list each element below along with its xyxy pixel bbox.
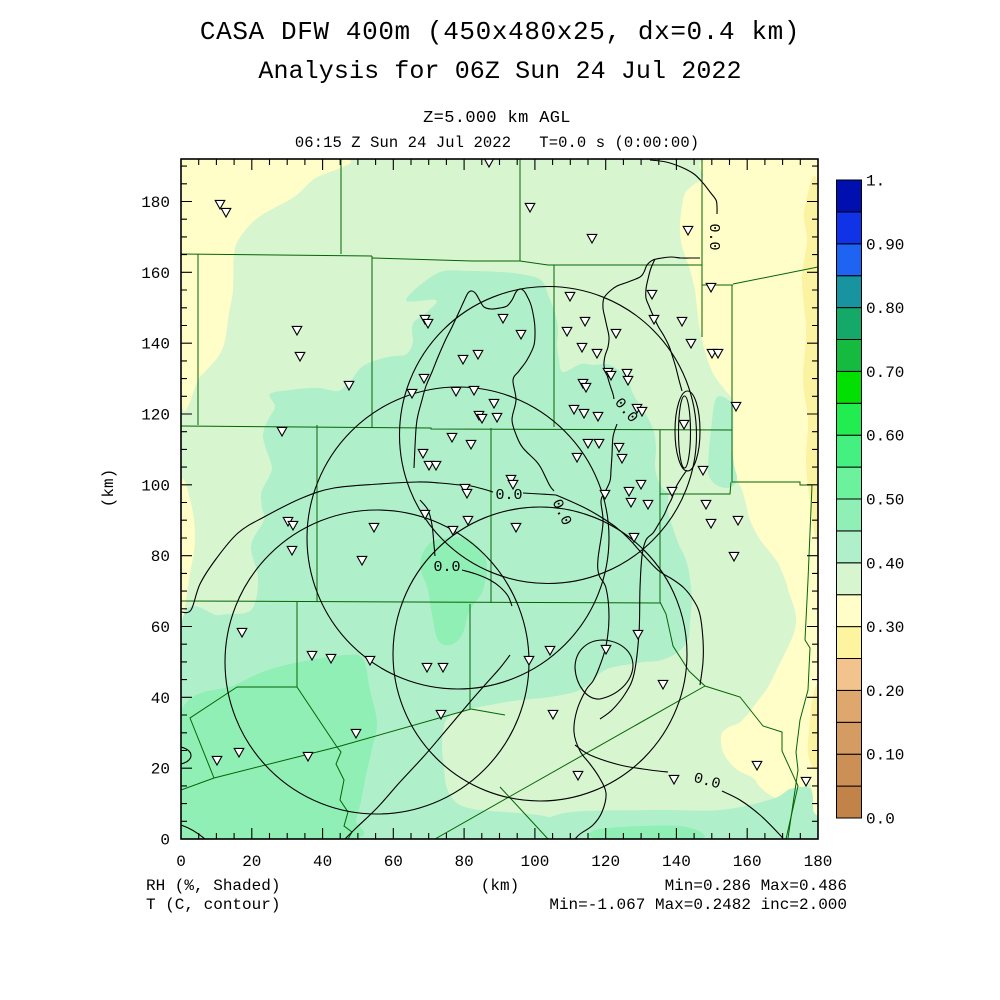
svg-text:140: 140 xyxy=(141,336,170,354)
svg-text:0.60: 0.60 xyxy=(866,428,904,446)
svg-text:60: 60 xyxy=(151,619,170,637)
svg-text:0.20: 0.20 xyxy=(866,683,904,701)
svg-text:CASA DFW 400m (450x480x25, dx=: CASA DFW 400m (450x480x25, dx=0.4 km) xyxy=(200,17,800,47)
svg-text:160: 160 xyxy=(141,265,170,283)
svg-text:80: 80 xyxy=(454,853,473,871)
svg-text:0.0: 0.0 xyxy=(692,770,722,793)
svg-text:120: 120 xyxy=(141,407,170,425)
svg-text:100: 100 xyxy=(141,477,170,495)
svg-text:80: 80 xyxy=(151,548,170,566)
svg-text:Z=5.000 km AGL: Z=5.000 km AGL xyxy=(423,109,571,128)
svg-text:180: 180 xyxy=(804,853,833,871)
svg-text:Min=0.286 Max=0.486: Min=0.286 Max=0.486 xyxy=(665,877,847,895)
svg-text:(km): (km) xyxy=(100,469,118,507)
svg-text:0.50: 0.50 xyxy=(866,492,904,510)
svg-text:120: 120 xyxy=(591,853,620,871)
svg-text:140: 140 xyxy=(662,853,691,871)
svg-text:20: 20 xyxy=(242,853,261,871)
svg-text:06:15 Z Sun 24 Jul 2022 T=0.: 06:15 Z Sun 24 Jul 2022 T=0.0 s (0:00:00… xyxy=(295,134,699,152)
svg-text:0.0: 0.0 xyxy=(433,559,460,576)
svg-text:T (C, contour): T (C, contour) xyxy=(146,896,280,914)
svg-text:40: 40 xyxy=(151,690,170,708)
svg-text:0.0: 0.0 xyxy=(866,811,895,829)
svg-text:RH (%, Shaded): RH (%, Shaded) xyxy=(146,877,280,895)
svg-text:60: 60 xyxy=(384,853,403,871)
svg-text:160: 160 xyxy=(733,853,762,871)
svg-text:0.30: 0.30 xyxy=(866,619,904,637)
svg-text:0.0: 0.0 xyxy=(705,223,722,250)
svg-text:0.40: 0.40 xyxy=(866,555,904,573)
svg-text:Min=-1.067 Max=0.2482 inc=2.00: Min=-1.067 Max=0.2482 inc=2.000 xyxy=(549,896,847,914)
svg-text:0.90: 0.90 xyxy=(866,236,904,254)
svg-text:20: 20 xyxy=(151,761,170,779)
svg-text:0: 0 xyxy=(176,853,186,871)
svg-text:40: 40 xyxy=(313,853,332,871)
svg-text:0: 0 xyxy=(160,832,170,850)
svg-text:Analysis for 06Z Sun 24 Jul 20: Analysis for 06Z Sun 24 Jul 2022 xyxy=(258,57,741,86)
svg-text:0.0: 0.0 xyxy=(495,487,522,504)
svg-text:(km): (km) xyxy=(481,877,519,895)
svg-text:0.70: 0.70 xyxy=(866,364,904,382)
svg-text:0.10: 0.10 xyxy=(866,747,904,765)
svg-text:180: 180 xyxy=(141,194,170,212)
svg-text:100: 100 xyxy=(520,853,549,871)
svg-text:1.: 1. xyxy=(866,173,885,191)
svg-text:0.80: 0.80 xyxy=(866,300,904,318)
